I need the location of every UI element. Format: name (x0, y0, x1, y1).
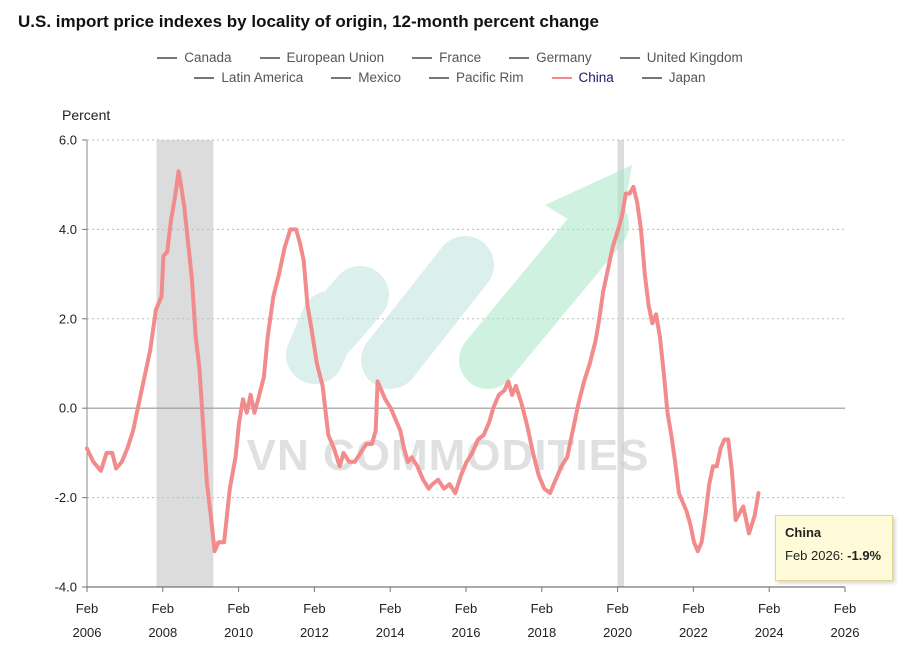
legend-label: China (578, 70, 614, 85)
legend-item-united-kingdom[interactable]: United Kingdom (619, 50, 743, 65)
x-tick-year: 2008 (148, 625, 177, 640)
legend: Canada European Union France Germany United … (0, 50, 900, 90)
x-tick-year: 2020 (603, 625, 632, 640)
legend-label: Latin America (221, 70, 304, 85)
x-tick-year: 2006 (73, 625, 102, 640)
legend-swatch (551, 76, 572, 79)
y-tick-label: 0.0 (59, 401, 77, 416)
legend-swatch (259, 56, 280, 59)
legend-item-china[interactable]: China (551, 70, 614, 85)
x-tick-month: Feb (758, 601, 780, 616)
y-axis-label: Percent (62, 107, 110, 123)
legend-swatch (412, 56, 433, 59)
x-tick-year: 2018 (527, 625, 556, 640)
legend-label: Germany (536, 50, 592, 65)
legend-label: Pacific Rim (455, 70, 524, 85)
y-tick-label: -2.0 (55, 490, 77, 505)
legend-item-japan[interactable]: Japan (641, 70, 706, 85)
x-tick-month: Feb (834, 601, 856, 616)
tooltip-value: -1.9% (847, 548, 882, 563)
legend-item-latin-america[interactable]: Latin America (194, 70, 303, 85)
legend-swatch (619, 56, 640, 59)
watermark-logo: VN COMMODITIES (247, 165, 650, 480)
x-tick-month: Feb (76, 601, 98, 616)
y-tick-label: 4.0 (59, 222, 77, 237)
legend-item-france[interactable]: France (412, 50, 481, 65)
legend-item-germany[interactable]: Germany (509, 50, 592, 65)
tooltip-body: Feb 2026: -1.9% (785, 548, 883, 563)
x-tick-month: Feb (682, 601, 704, 616)
x-tick-month: Feb (303, 601, 325, 616)
tooltip-label: Feb 2026: (785, 548, 848, 563)
legend-swatch (509, 56, 530, 59)
y-tick-label: 6.0 (59, 133, 77, 148)
legend-label: Mexico (358, 70, 401, 85)
watermark-stroke-3 (361, 236, 494, 389)
legend-swatch (641, 76, 662, 79)
x-tick-year: 2010 (224, 625, 253, 640)
chart-title: U.S. import price indexes by locality of… (18, 12, 599, 31)
x-tick-year: 2024 (755, 625, 784, 640)
legend-item-european-union[interactable]: European Union (259, 50, 385, 65)
watermark-text: VN COMMODITIES (247, 431, 650, 480)
watermark-arrow-shaft (459, 196, 629, 389)
x-tick-year: 2012 (300, 625, 329, 640)
x-tick-year: 2022 (679, 625, 708, 640)
x-tick-month: Feb (531, 601, 553, 616)
legend-label: France (439, 50, 482, 65)
recession-band (617, 140, 624, 587)
legend-label: European Union (286, 50, 385, 65)
x-tick-month: Feb (606, 601, 628, 616)
grid-layer (87, 139, 845, 499)
y-tick-label: -4.0 (55, 580, 77, 595)
legend-label: United Kingdom (646, 50, 743, 65)
legend-swatch (331, 76, 352, 79)
y-tick-label: 2.0 (59, 311, 77, 326)
x-tick-month: Feb (455, 601, 477, 616)
legend-swatch (428, 76, 449, 79)
tooltip-title: China (785, 525, 822, 540)
x-tick-year: 2014 (376, 625, 405, 640)
legend-item-mexico[interactable]: Mexico (331, 70, 401, 85)
legend-item-pacific-rim[interactable]: Pacific Rim (428, 70, 524, 85)
y-axis-ticks: -4.0 -2.0 0.0 2.0 4.0 6.0 (55, 133, 87, 595)
legend-row-1: Canada European Union France Germany United … (0, 50, 900, 65)
x-tick-year: 2026 (831, 625, 860, 640)
x-tick-year: 2016 (452, 625, 481, 640)
legend-swatch (194, 76, 215, 79)
series-layer (84, 169, 761, 554)
x-axis-ticks: Feb 2006 Feb 2008 Feb 2010 Feb 2012 Feb 2014 Feb 20… (73, 587, 860, 640)
legend-label: Canada (184, 50, 232, 65)
x-tick-month: Feb (227, 601, 249, 616)
series-line-china[interactable] (84, 169, 761, 554)
legend-label: Japan (668, 70, 706, 85)
legend-item-canada[interactable]: Canada (157, 50, 232, 65)
watermark-stroke-2 (301, 266, 389, 359)
x-tick-month: Feb (152, 601, 174, 616)
watermark-arrow-head (545, 165, 632, 250)
legend-swatch (157, 56, 178, 59)
data-tooltip: China Feb 2026: -1.9% (775, 515, 893, 581)
legend-row-2: Latin America Mexico Pacific Rim China Japan (0, 70, 900, 85)
x-tick-month: Feb (379, 601, 401, 616)
